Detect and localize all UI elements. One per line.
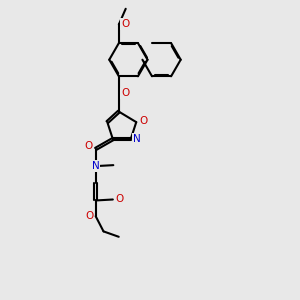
Text: O: O	[121, 19, 129, 29]
Text: N: N	[133, 134, 141, 144]
Text: O: O	[115, 194, 123, 204]
Text: O: O	[121, 88, 129, 98]
Text: O: O	[84, 142, 92, 152]
Text: O: O	[85, 211, 93, 221]
Text: N: N	[92, 161, 100, 171]
Text: O: O	[139, 116, 147, 126]
